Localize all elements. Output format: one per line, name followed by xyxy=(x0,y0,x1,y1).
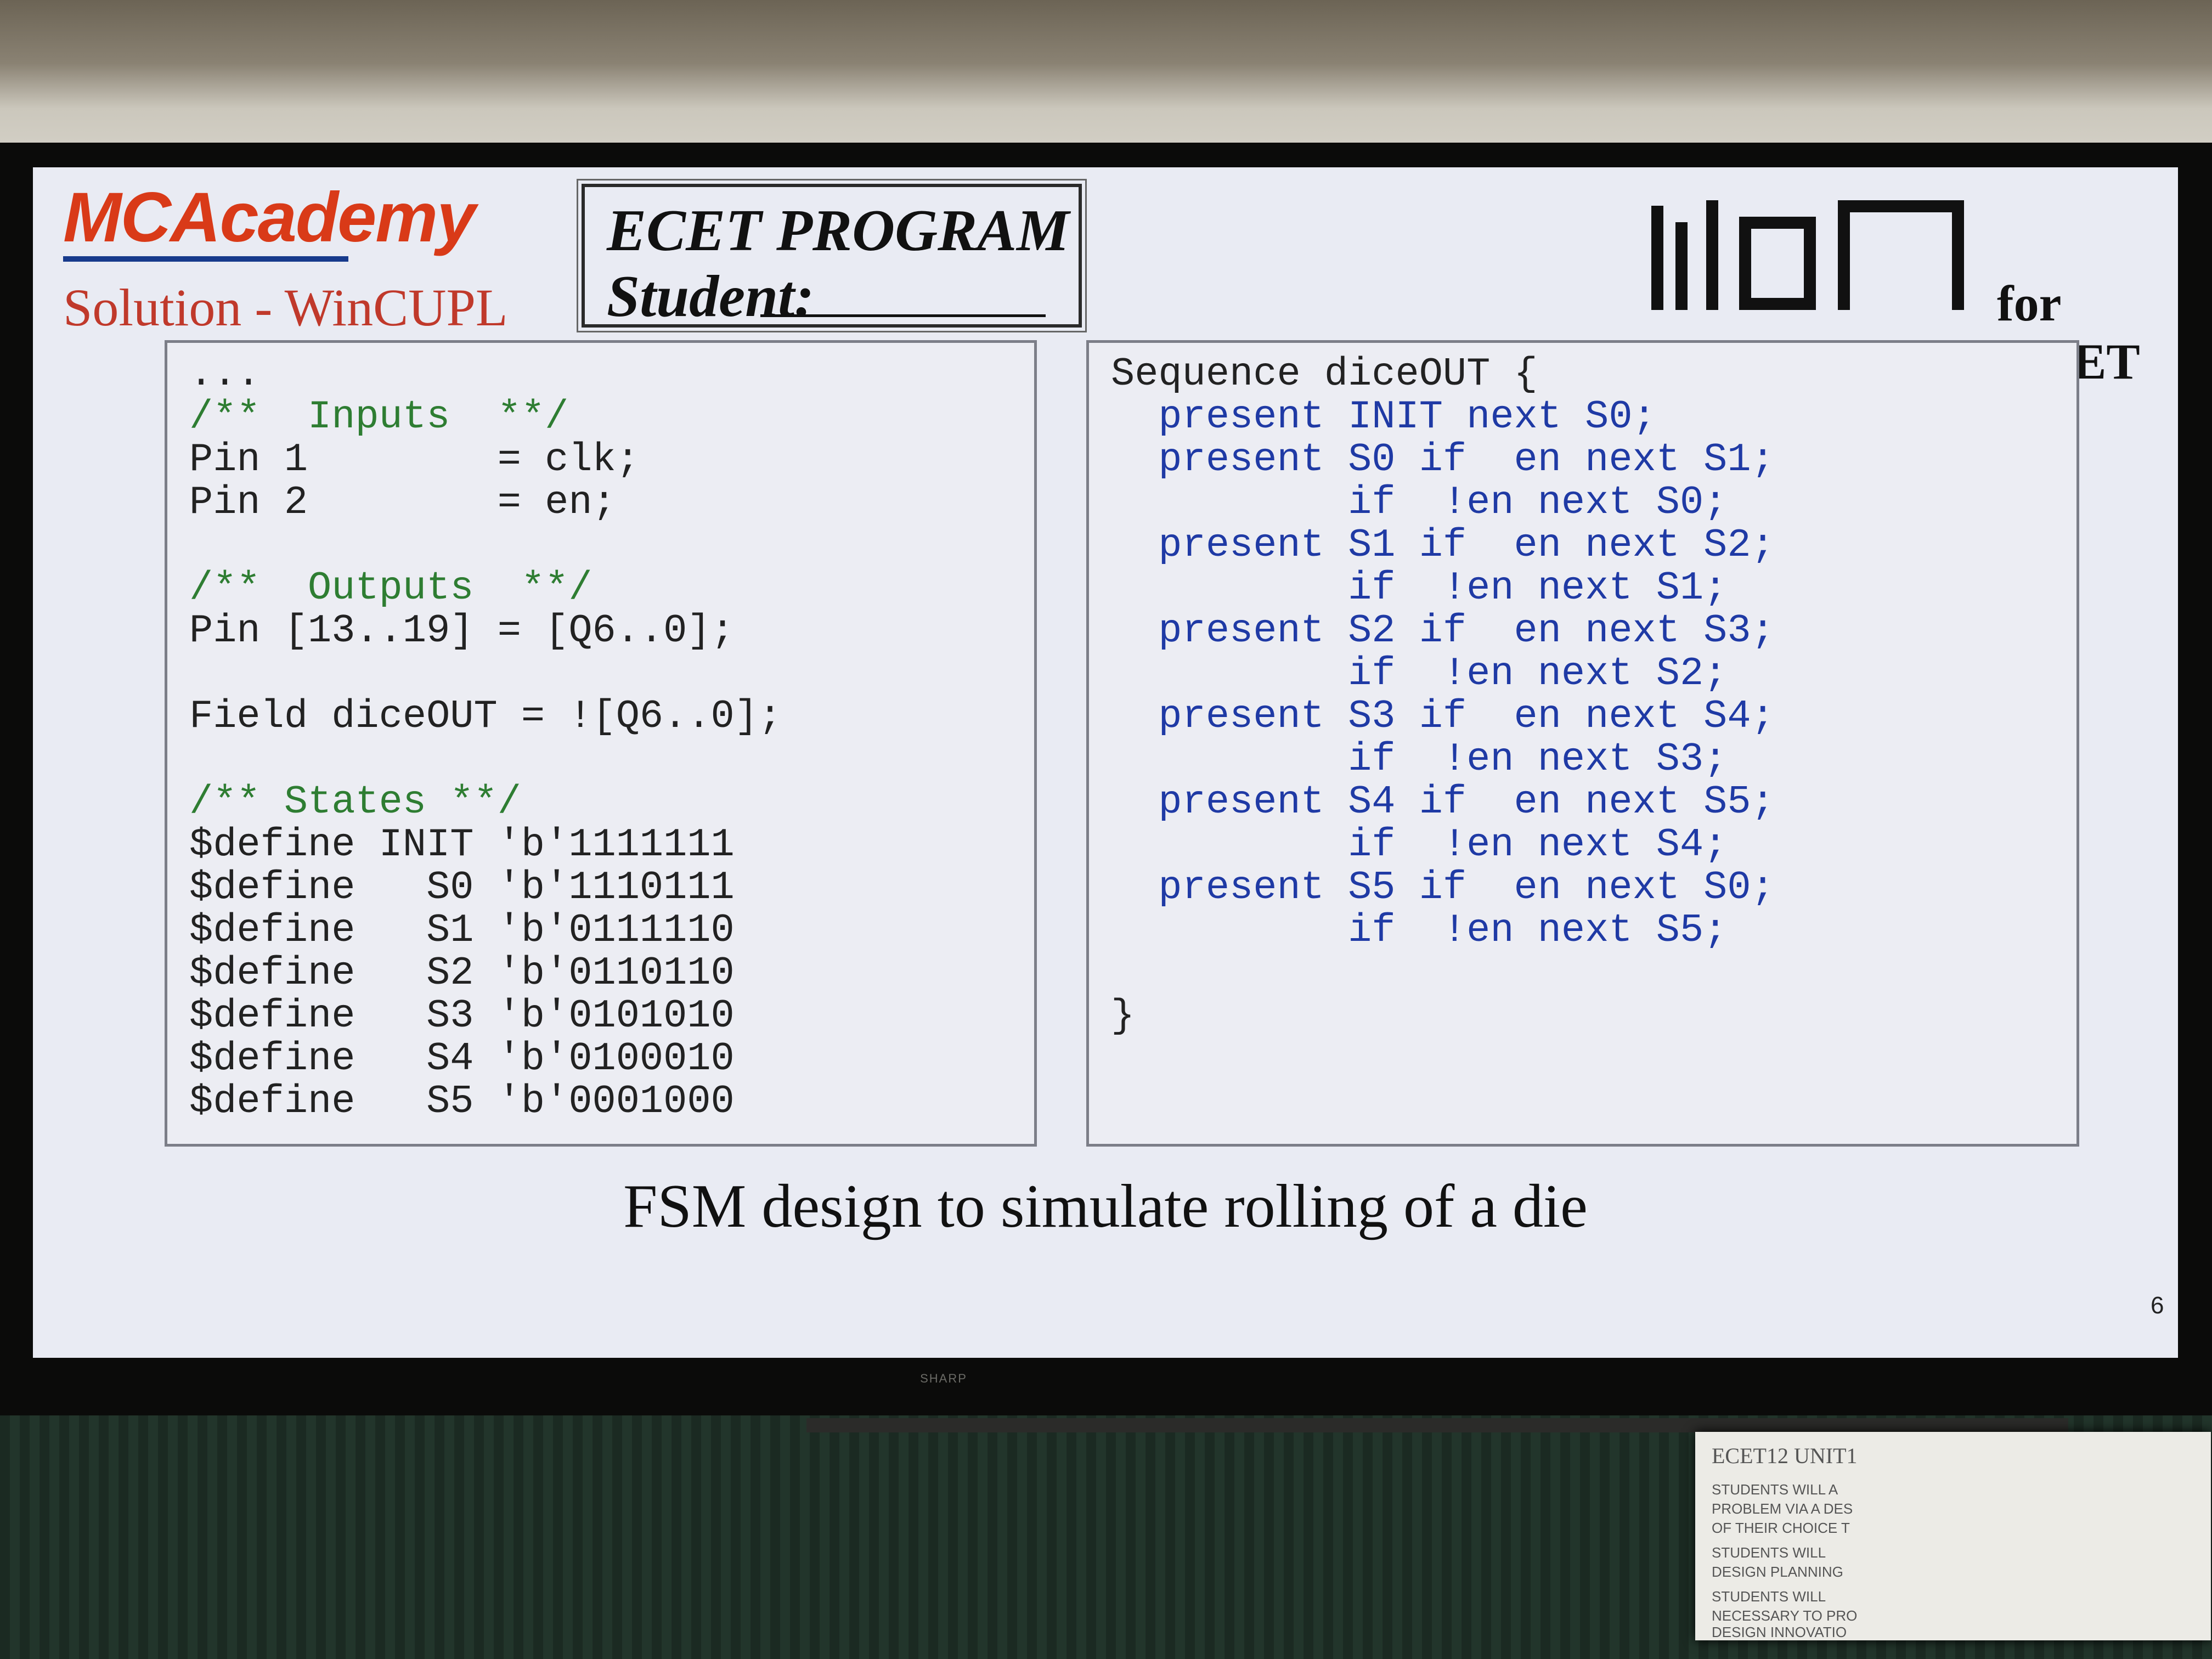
code-line: if !en next S3; xyxy=(1111,737,1728,782)
code-line: $define INIT 'b'1111111 xyxy=(189,822,735,867)
notice-line: DESIGN PLANNING xyxy=(1712,1564,1843,1580)
notice-line: STUDENTS WILL A xyxy=(1712,1481,1838,1498)
notice-line: STUDENTS WILL xyxy=(1712,1544,1826,1561)
notice-line: PROBLEM VIA A DES xyxy=(1712,1500,1853,1517)
code-comment: /** States **/ xyxy=(189,780,521,825)
notice-line: OF THEIR CHOICE T xyxy=(1712,1520,1850,1536)
code-line: Sequence diceOUT { xyxy=(1111,352,1538,397)
student-label: Student: xyxy=(607,264,815,329)
code-line: present S1 if en next S2; xyxy=(1111,523,1775,568)
code-line: Pin [13..19] = [Q6..0]; xyxy=(189,608,735,653)
code-line: ... xyxy=(189,352,261,397)
notice-line: NECESSARY TO PRO xyxy=(1712,1607,1858,1624)
code-line: present S2 if en next S3; xyxy=(1111,608,1775,653)
code-panel-declarations: ... /** Inputs **/ Pin 1 = clk; Pin 2 = … xyxy=(165,340,1037,1147)
code-comment: /** Outputs **/ xyxy=(189,566,592,611)
background-notice: ECET12 UNIT1 STUDENTS WILL A PROBLEM VIA… xyxy=(1695,1432,2211,1640)
mcacademy-logo: MCAcademy xyxy=(63,178,476,257)
slide-caption: FSM design to simulate rolling of a die xyxy=(623,1172,1588,1240)
slide-subtitle: Solution - WinCUPL xyxy=(63,278,508,337)
code-line: if !en next S0; xyxy=(1111,480,1728,525)
monitor-brand: SHARP xyxy=(920,1372,967,1385)
code-line: $define S5 'b'0001000 xyxy=(189,1079,735,1124)
program-box: ECET PROGRAM Student: xyxy=(577,179,1087,332)
logo-underline xyxy=(63,256,348,262)
code-line: present S4 if en next S5; xyxy=(1111,780,1775,825)
notice-line: DESIGN INNOVATIO xyxy=(1712,1624,1847,1640)
code-line: if !en next S2; xyxy=(1111,651,1728,696)
student-name-line xyxy=(760,314,1046,317)
code-line: $define S4 'b'0100010 xyxy=(189,1036,735,1081)
code-line: $define S2 'b'0110110 xyxy=(189,951,735,996)
mcm-logo-icon xyxy=(1651,200,1964,310)
code-line: $define S0 'b'1110111 xyxy=(189,865,735,910)
code-line: Pin 2 = en; xyxy=(189,480,616,525)
program-title: ECET PROGRAM xyxy=(607,198,1070,263)
code-block-declarations: ... /** Inputs **/ Pin 1 = clk; Pin 2 = … xyxy=(189,353,782,1123)
code-line: if !en next S4; xyxy=(1111,822,1728,867)
code-line: $define S1 'b'0111110 xyxy=(189,908,735,953)
code-line: if !en next S5; xyxy=(1111,908,1728,953)
code-line: Pin 1 = clk; xyxy=(189,437,640,482)
notice-line: STUDENTS WILL xyxy=(1712,1588,1826,1605)
code-panel-sequence: Sequence diceOUT { present INIT next S0;… xyxy=(1086,340,2079,1147)
notice-title: ECET12 UNIT1 xyxy=(1712,1443,1858,1468)
code-line: Field diceOUT = ![Q6..0]; xyxy=(189,694,782,739)
code-line: present INIT next S0; xyxy=(1111,394,1656,439)
code-line: present S5 if en next S0; xyxy=(1111,865,1775,910)
code-line: present S3 if en next S4; xyxy=(1111,694,1775,739)
code-line: $define S3 'b'0101010 xyxy=(189,994,735,1039)
code-line: present S0 if en next S1; xyxy=(1111,437,1775,482)
code-line: } xyxy=(1111,994,1135,1039)
code-block-sequence: Sequence diceOUT { present INIT next S0;… xyxy=(1111,353,1775,1037)
slide-page-number: 6 xyxy=(2151,1292,2164,1319)
monitor-stand xyxy=(806,1418,2068,1432)
presentation-slide: MCAcademy Solution - WinCUPL ECET PROGRA… xyxy=(33,167,2178,1358)
code-line: if !en next S1; xyxy=(1111,566,1728,611)
code-comment: /** Inputs **/ xyxy=(189,394,569,439)
